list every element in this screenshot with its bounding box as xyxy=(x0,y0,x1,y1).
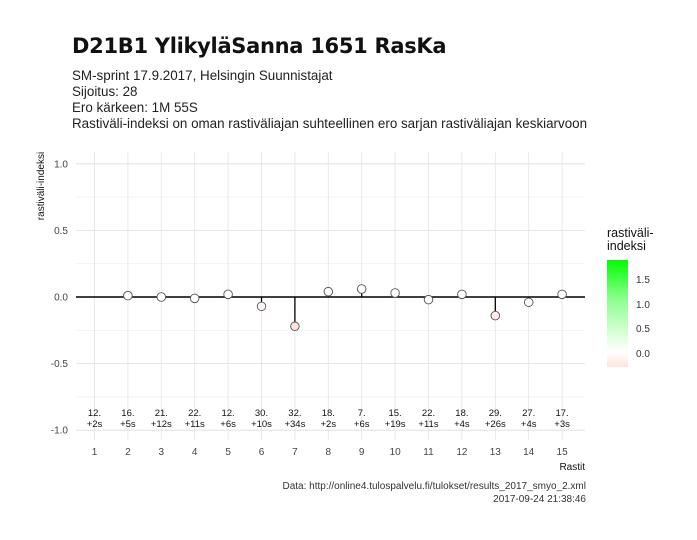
data-point xyxy=(123,290,133,301)
y-tick-label: 1.0 xyxy=(54,159,68,170)
split-rank-label: 12. xyxy=(88,408,101,419)
split-rank-label: 17. xyxy=(555,408,568,419)
split-rank-label: 22. xyxy=(188,408,201,419)
split-diff-label: +11s xyxy=(418,419,438,430)
chart-title: D21B1 YlikyläSanna 1651 RasKa xyxy=(72,34,447,58)
legend-label-0-0: 0.0 xyxy=(636,349,650,360)
legend-label-0-5: 0.5 xyxy=(636,324,650,335)
data-point xyxy=(490,310,501,321)
data-point xyxy=(390,288,400,298)
split-diff-label: +26s xyxy=(485,419,506,430)
split-diff-label: +12s xyxy=(151,419,172,430)
legend-color-bar xyxy=(607,260,628,367)
y-tick-label: 0.5 xyxy=(54,226,68,237)
subtitle-line-rank: Sijoitus: 28 xyxy=(72,84,138,99)
split-rank-label: 22. xyxy=(422,408,435,419)
data-point xyxy=(189,293,200,304)
data-point xyxy=(356,284,367,294)
x-tick-label: 4 xyxy=(192,447,198,458)
x-tick-label: 6 xyxy=(259,447,265,458)
x-tick-label: 14 xyxy=(523,447,535,458)
x-tick-label: 13 xyxy=(490,447,502,458)
x-tick-label: 12 xyxy=(456,447,468,458)
legend-label-1-5: 1.5 xyxy=(636,275,650,286)
chart-caption: Data: http://online4.tulospalvelu.fi/tul… xyxy=(282,480,586,506)
legend-title: rastiväli- indeksi xyxy=(607,227,687,253)
data-point xyxy=(156,292,167,302)
split-diff-label: +4s xyxy=(521,419,537,430)
y-axis-label: rastiväli-indeksi xyxy=(36,152,47,220)
split-diff-label: +4s xyxy=(454,419,470,430)
x-tick-label: 15 xyxy=(557,447,569,458)
data-point xyxy=(523,297,534,308)
split-rank-label: 18. xyxy=(322,408,335,419)
split-diff-label: +6s xyxy=(354,419,370,430)
data-point xyxy=(557,289,567,300)
subtitle-line-description: Rastiväli-indeksi on oman rastiväliajan … xyxy=(72,116,588,131)
legend-label-1-0: 1.0 xyxy=(636,300,650,311)
split-diff-label: +2s xyxy=(321,419,337,430)
data-point xyxy=(423,294,434,305)
y-tick-label: -1.0 xyxy=(51,426,69,437)
x-tick-label: 2 xyxy=(125,447,131,458)
split-rank-label: 18. xyxy=(455,408,468,419)
chart-subtitle: SM-sprint 17.9.2017, Helsingin Suunnista… xyxy=(72,68,587,132)
y-tick-label: -0.5 xyxy=(51,359,69,370)
split-rank-label: 7. xyxy=(358,408,366,419)
data-point xyxy=(290,321,300,332)
split-rank-label: 16. xyxy=(121,408,134,419)
split-rank-label: 27. xyxy=(522,408,535,419)
split-diff-label: +5s xyxy=(120,419,136,430)
data-point xyxy=(223,289,233,300)
split-diff-label: +19s xyxy=(385,419,406,430)
x-axis-label: Rastit xyxy=(559,462,585,473)
x-tick-label: 3 xyxy=(159,447,165,458)
x-tick-label: 11 xyxy=(423,447,434,458)
split-diff-label: +2s xyxy=(87,419,103,430)
split-diff-label: +10s xyxy=(251,419,272,430)
x-tick-label: 7 xyxy=(292,447,298,458)
legend-title-line2: indeksi xyxy=(607,239,646,253)
y-tick-label: 0.0 xyxy=(54,293,68,304)
split-diff-label: +6s xyxy=(220,419,236,430)
x-tick-label: 5 xyxy=(225,447,231,458)
data-source: Data: http://online4.tulospalvelu.fi/tul… xyxy=(282,481,586,492)
x-tick-label: 10 xyxy=(390,447,402,458)
data-point xyxy=(323,286,334,297)
split-rank-label: 29. xyxy=(489,408,502,419)
render-timestamp: 2017-09-24 21:38:46 xyxy=(493,494,586,505)
split-diff-label: +34s xyxy=(284,419,305,430)
split-rank-label: 15. xyxy=(388,408,401,419)
split-diff-label: +3s xyxy=(554,419,570,430)
split-rank-label: 21. xyxy=(155,408,168,419)
data-point xyxy=(457,289,467,300)
x-tick-label: 1 xyxy=(92,447,98,458)
split-rank-label: 12. xyxy=(221,408,234,419)
subtitle-line-gap: Ero kärkeen: 1M 55S xyxy=(72,100,198,115)
x-tick-label: 9 xyxy=(359,447,365,458)
split-diff-label: +11s xyxy=(185,419,205,430)
split-rank-label: 32. xyxy=(288,408,301,419)
data-point xyxy=(256,301,267,312)
split-rank-label: 30. xyxy=(255,408,268,419)
legend-title-line1: rastiväli- xyxy=(607,226,654,240)
x-tick-label: 8 xyxy=(326,447,332,458)
subtitle-line-event: SM-sprint 17.9.2017, Helsingin Suunnista… xyxy=(72,68,333,83)
